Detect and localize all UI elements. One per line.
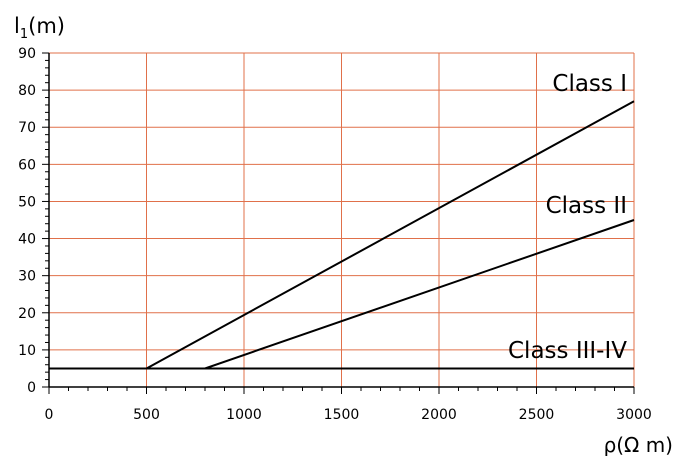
x-tick-label: 0 <box>45 407 54 423</box>
y-tick-label: 40 <box>18 232 36 248</box>
y-tick-label: 30 <box>18 269 36 285</box>
y-tick-label: 10 <box>18 343 36 359</box>
grid-lines <box>49 52 635 387</box>
y-tick-label: 80 <box>18 83 36 99</box>
y-axis-label: l1(m) <box>14 14 65 42</box>
series-label-3: Class III-IV <box>508 338 627 364</box>
y-tick-label: 60 <box>18 157 36 173</box>
series-labels: Class I Class II Class III-IV <box>508 71 627 364</box>
y-tick-label: 0 <box>27 380 36 396</box>
series-label-1: Class I <box>552 71 627 97</box>
axes <box>42 52 635 394</box>
x-axis-label: ρ(Ω m) <box>604 433 673 456</box>
y-tick-label: 70 <box>18 120 36 136</box>
y-tick-label: 50 <box>18 194 36 210</box>
x-tick-label: 500 <box>133 407 160 423</box>
series-lines <box>49 100 635 370</box>
series-label-2: Class II <box>546 193 627 219</box>
x-tick-label: 1500 <box>324 407 360 423</box>
y-tick-label: 20 <box>18 306 36 322</box>
x-tick-label: 2500 <box>519 407 555 423</box>
x-tick-label: 2000 <box>421 407 457 423</box>
x-tick-label: 1000 <box>226 407 262 423</box>
y-tick-label: 90 <box>18 46 36 62</box>
tick-labels: 0 10 20 30 40 50 60 70 80 90 0 500 1000 1500 2000 2500 3… <box>18 46 652 423</box>
x-tick-label: 3000 <box>616 407 652 423</box>
